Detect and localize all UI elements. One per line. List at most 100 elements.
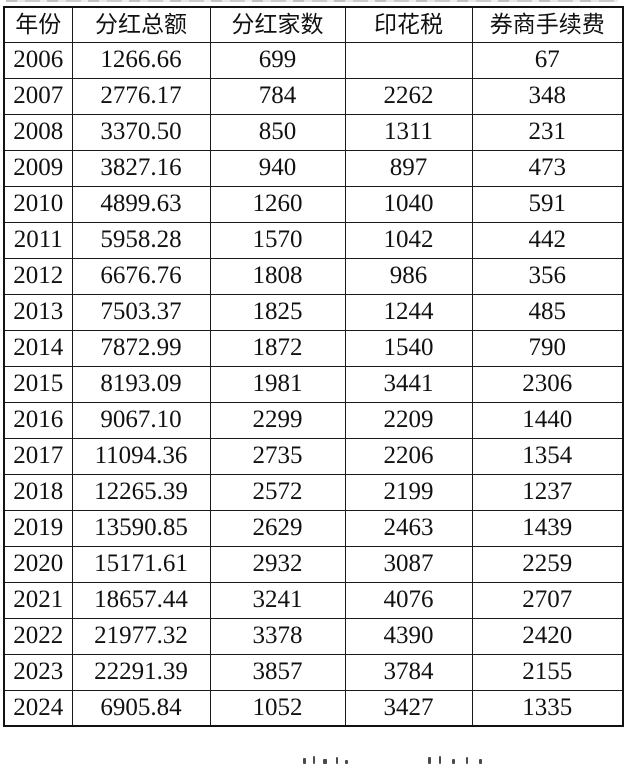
header-row: 年份 分红总额 分红家数 印花税 券商手续费 [3, 6, 624, 43]
table-cell: 1335 [471, 689, 624, 727]
table-cell: 12265.39 [71, 473, 211, 511]
clipped-caption-fragment [466, 757, 468, 764]
table-cell: 3241 [209, 581, 346, 619]
dividend-table: 年份 分红总额 分红家数 印花税 券商手续费 2006 1266.66 699 67 2… [3, 6, 624, 727]
table-row: 2011 5958.28 1570 1042 442 [3, 221, 624, 259]
table-cell: 9067.10 [71, 401, 211, 439]
table-cell: 6905.84 [71, 689, 211, 727]
table-cell: 2932 [209, 545, 346, 583]
column-header-total-dividend: 分红总额 [71, 6, 211, 43]
table-cell: 1825 [209, 293, 346, 331]
table-cell: 22291.39 [71, 653, 211, 691]
table-cell: 2209 [344, 401, 473, 439]
table-cell: 3857 [209, 653, 346, 691]
table-cell: 21977.32 [71, 617, 211, 655]
table-cell: 2155 [471, 653, 624, 691]
table-cell: 2463 [344, 509, 473, 547]
table-cell: 2022 [3, 617, 73, 655]
table-cell: 3827.16 [71, 149, 211, 187]
table-cell: 2007 [3, 77, 73, 115]
table-cell: 1440 [471, 401, 624, 439]
table-cell: 3784 [344, 653, 473, 691]
table-cell: 11094.36 [71, 437, 211, 475]
table-cell: 850 [209, 113, 346, 151]
table-cell: 2018 [3, 473, 73, 511]
clipped-caption-fragment [313, 756, 315, 764]
table-cell: 2011 [3, 221, 73, 259]
clipped-text-top-fragment [6, 0, 618, 2]
table-cell: 1260 [209, 185, 346, 223]
table-cell: 3087 [344, 545, 473, 583]
clipped-caption-fragment [439, 756, 441, 764]
clipped-caption-fragment [345, 760, 348, 764]
table-cell: 1439 [471, 509, 624, 547]
table-cell: 3441 [344, 365, 473, 403]
table-header: 年份 分红总额 分红家数 印花税 券商手续费 [3, 6, 624, 43]
table-cell: 2206 [344, 437, 473, 475]
table-row: 2006 1266.66 699 67 [3, 41, 624, 79]
table-cell: 1244 [344, 293, 473, 331]
column-header-broker-fees: 券商手续费 [471, 6, 624, 43]
table-cell: 897 [344, 149, 473, 187]
table-cell: 18657.44 [71, 581, 211, 619]
table-row: 2022 21977.32 3378 4390 2420 [3, 617, 624, 655]
table-cell: 67 [471, 41, 624, 79]
table-cell: 2012 [3, 257, 73, 295]
table-cell: 4390 [344, 617, 473, 655]
table-cell: 2006 [3, 41, 73, 79]
table-cell [344, 41, 473, 79]
table-cell: 2262 [344, 77, 473, 115]
table-cell: 1042 [344, 221, 473, 259]
table-cell: 2259 [471, 545, 624, 583]
table-cell: 2021 [3, 581, 73, 619]
table-row: 2020 15171.61 2932 3087 2259 [3, 545, 624, 583]
table-row: 2008 3370.50 850 1311 231 [3, 113, 624, 151]
table-cell: 2306 [471, 365, 624, 403]
table-cell: 2707 [471, 581, 624, 619]
table-row: 2019 13590.85 2629 2463 1439 [3, 509, 624, 547]
table-cell: 790 [471, 329, 624, 367]
column-header-stamp-tax: 印花税 [344, 6, 473, 43]
table-cell: 1354 [471, 437, 624, 475]
table-cell: 1266.66 [71, 41, 211, 79]
column-header-year: 年份 [3, 6, 73, 43]
table-cell: 473 [471, 149, 624, 187]
table-cell: 231 [471, 113, 624, 151]
table-cell: 2199 [344, 473, 473, 511]
clipped-caption-fragment [303, 758, 306, 764]
table-cell: 8193.09 [71, 365, 211, 403]
table-cell: 348 [471, 77, 624, 115]
table-cell: 1570 [209, 221, 346, 259]
table-cell: 15171.61 [71, 545, 211, 583]
clipped-caption-fragment [428, 757, 431, 764]
table-cell: 2020 [3, 545, 73, 583]
table-cell: 591 [471, 185, 624, 223]
table-cell: 7503.37 [71, 293, 211, 331]
table-cell: 3370.50 [71, 113, 211, 151]
table-cell: 4899.63 [71, 185, 211, 223]
table-cell: 6676.76 [71, 257, 211, 295]
clipped-caption-fragment [479, 759, 482, 764]
table-cell: 485 [471, 293, 624, 331]
table-cell: 2010 [3, 185, 73, 223]
table-cell: 940 [209, 149, 346, 187]
table-cell: 2009 [3, 149, 73, 187]
table-cell: 2735 [209, 437, 346, 475]
table-cell: 1808 [209, 257, 346, 295]
table-cell: 3427 [344, 689, 473, 727]
table-cell: 2016 [3, 401, 73, 439]
table-cell: 2023 [3, 653, 73, 691]
table-cell: 2017 [3, 437, 73, 475]
table-cell: 2015 [3, 365, 73, 403]
table-row: 2010 4899.63 1260 1040 591 [3, 185, 624, 223]
table-cell: 356 [471, 257, 624, 295]
clipped-caption-fragment [323, 759, 327, 764]
table-cell: 2008 [3, 113, 73, 151]
table-cell: 2572 [209, 473, 346, 511]
table-row: 2018 12265.39 2572 2199 1237 [3, 473, 624, 511]
table-row: 2012 6676.76 1808 986 356 [3, 257, 624, 295]
table-row: 2023 22291.39 3857 3784 2155 [3, 653, 624, 691]
table-cell: 2776.17 [71, 77, 211, 115]
table-cell: 986 [344, 257, 473, 295]
